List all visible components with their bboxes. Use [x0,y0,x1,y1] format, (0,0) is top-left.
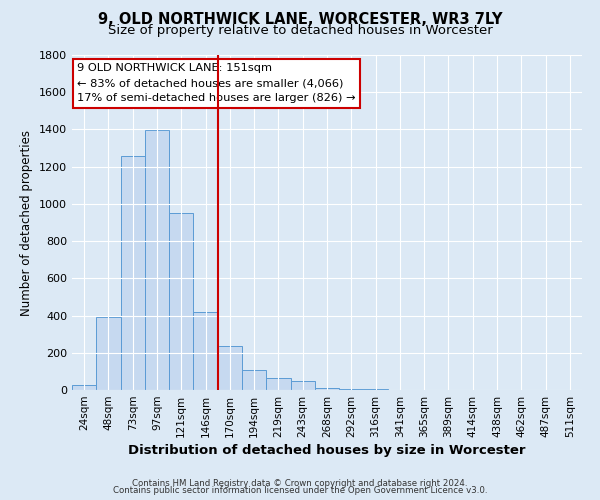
Bar [193,312,218,390]
Y-axis label: Number of detached properties: Number of detached properties [20,130,34,316]
Bar [290,381,315,390]
Bar [218,346,242,390]
Bar [364,389,388,390]
Text: 9 OLD NORTHWICK LANE: 151sqm
← 83% of detached houses are smaller (4,066)
17% of: 9 OLD NORTHWICK LANE: 151sqm ← 83% of de… [77,64,356,103]
Bar [242,370,266,390]
Bar [266,378,290,390]
Bar [169,213,193,390]
X-axis label: Distribution of detached houses by size in Worcester: Distribution of detached houses by size … [128,444,526,457]
Bar [121,156,145,390]
Text: Size of property relative to detached houses in Worcester: Size of property relative to detached ho… [107,24,493,37]
Bar [96,318,121,390]
Bar [315,388,339,390]
Bar [145,130,169,390]
Text: Contains public sector information licensed under the Open Government Licence v3: Contains public sector information licen… [113,486,487,495]
Bar [72,386,96,390]
Text: 9, OLD NORTHWICK LANE, WORCESTER, WR3 7LY: 9, OLD NORTHWICK LANE, WORCESTER, WR3 7L… [98,12,502,28]
Text: Contains HM Land Registry data © Crown copyright and database right 2024.: Contains HM Land Registry data © Crown c… [132,478,468,488]
Bar [339,389,364,390]
